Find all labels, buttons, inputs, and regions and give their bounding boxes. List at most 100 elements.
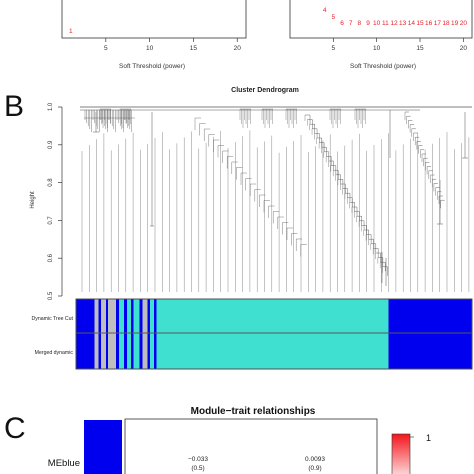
y-tick-label: 0.6 [48,253,54,262]
module-bar-merged [98,333,101,369]
module-bar-merged [108,333,116,369]
module-bar-dynamic [388,299,472,333]
panel-a-right-frame [289,0,473,39]
module-bar-merged [119,333,124,369]
colorbar-label-dynamic: Dynamic Tree Cut [31,316,73,322]
module-bar-dynamic [106,299,108,333]
module-bar-merged [76,333,95,369]
module-bar-merged [388,333,472,369]
point-label: 1 [69,28,73,35]
y-tick-label: 0.5 [48,291,54,300]
panel-c-letter: C [4,412,26,445]
point-label: 8 [358,20,362,27]
point-label: 18 [442,20,450,27]
panel-c: C Module−trait relationships MEblue −0.0… [4,406,431,474]
color-legend-max: 1 [426,433,431,443]
point-label: 12 [390,20,398,27]
panel-a-right-xlabel: Soft Threshold (power) [350,63,416,70]
module-bar-dynamic [127,299,131,333]
module-bar-merged [131,333,134,369]
module-bar-dynamic [154,299,157,333]
x-tick-label: 10 [146,45,154,52]
colorbar-label-merged: Merged dynamic [35,350,74,356]
panel-a-left-points: 1 [69,28,73,35]
panel-c-title: Module−trait relationships [191,406,316,417]
module-bar-dynamic [147,299,150,333]
module-bar-merged [106,333,108,369]
panel-b-y-axis: 0.5 0.6 0.7 0.8 0.9 1.0 [48,102,63,300]
y-tick-label: 1.0 [48,102,54,111]
module-colorbars [76,299,472,369]
module-bar-dynamic [119,299,124,333]
module-color-swatch [84,420,122,474]
heatmap-row-label: MEblue [48,458,80,469]
module-bar-merged [124,333,127,369]
point-label: 11 [382,20,389,27]
point-label: 9 [366,20,370,27]
heatmap-cell-1-value: −0.033 [188,456,208,463]
x-tick-label: 20 [460,45,468,52]
module-bar-dynamic [76,299,95,333]
module-bar-merged [116,333,119,369]
point-label: 15 [416,20,424,27]
module-bar-dynamic [142,299,148,333]
color-legend-bar [391,433,411,474]
y-tick-label: 0.8 [48,178,54,187]
point-label: 6 [340,20,344,27]
panel-a-left-ticks: 5 10 15 20 [104,38,241,52]
heatmap-frame [124,418,378,474]
panel-a-right-ticks: 5 10 15 20 [332,38,468,52]
dendrogram [80,106,472,292]
panel-a: 5 10 15 20 Soft Threshold (power) 1 5 10 15 20… [61,0,473,70]
point-label: 20 [460,20,468,27]
panel-b-letter: B [4,90,24,123]
y-tick-label: 0.9 [48,140,54,149]
module-bar-merged [156,333,389,369]
point-label: 10 [373,20,381,27]
x-tick-label: 5 [104,45,108,52]
panel-b-ylabel: Height [30,191,36,209]
module-bar-merged [133,333,140,369]
heatmap-cell-2-p: (0.9) [308,465,321,472]
point-label: 13 [399,20,407,27]
module-bar-dynamic [133,299,140,333]
module-bar-dynamic [116,299,119,333]
module-bar-dynamic [139,299,143,333]
module-bar-dynamic [150,299,154,333]
heatmap-cell-1-p: (0.5) [191,465,204,472]
module-bar-dynamic [156,299,389,333]
x-tick-label: 20 [234,45,242,52]
point-label: 14 [408,20,416,27]
panel-a-left-frame [61,0,247,39]
point-label: 5 [332,14,336,21]
module-bar-merged [150,333,154,369]
module-bar-merged [94,333,99,369]
module-bar-dynamic [98,299,101,333]
module-bar-dynamic [101,299,106,333]
module-bar-dynamic [124,299,127,333]
panel-b: B Cluster Dendrogram Height 0.5 0.6 0.7 0.8… [4,87,473,370]
module-bar-merged [154,333,157,369]
module-bar-merged [101,333,106,369]
x-tick-label: 5 [332,45,336,52]
module-bar-dynamic [131,299,134,333]
y-tick-label: 0.7 [48,216,54,225]
point-label: 17 [434,20,442,27]
point-label: 7 [349,20,353,27]
panel-a-left-xlabel: Soft Threshold (power) [119,63,185,70]
point-label: 4 [323,7,327,14]
x-tick-label: 15 [416,45,424,52]
module-bar-merged [139,333,143,369]
point-label: 19 [451,20,459,27]
module-bar-merged [147,333,150,369]
panel-a-right-points: 456 7 8 9 10 11 12 13 14 15 16 17 18 19 20 [323,7,467,27]
panel-b-title: Cluster Dendrogram [231,87,299,94]
module-bar-dynamic [94,299,99,333]
module-bar-merged [127,333,131,369]
point-label: 16 [425,20,433,27]
x-tick-label: 10 [373,45,381,52]
module-bar-dynamic [108,299,116,333]
x-tick-label: 15 [190,45,198,52]
heatmap-cell-2-value: 0.0093 [305,456,325,463]
